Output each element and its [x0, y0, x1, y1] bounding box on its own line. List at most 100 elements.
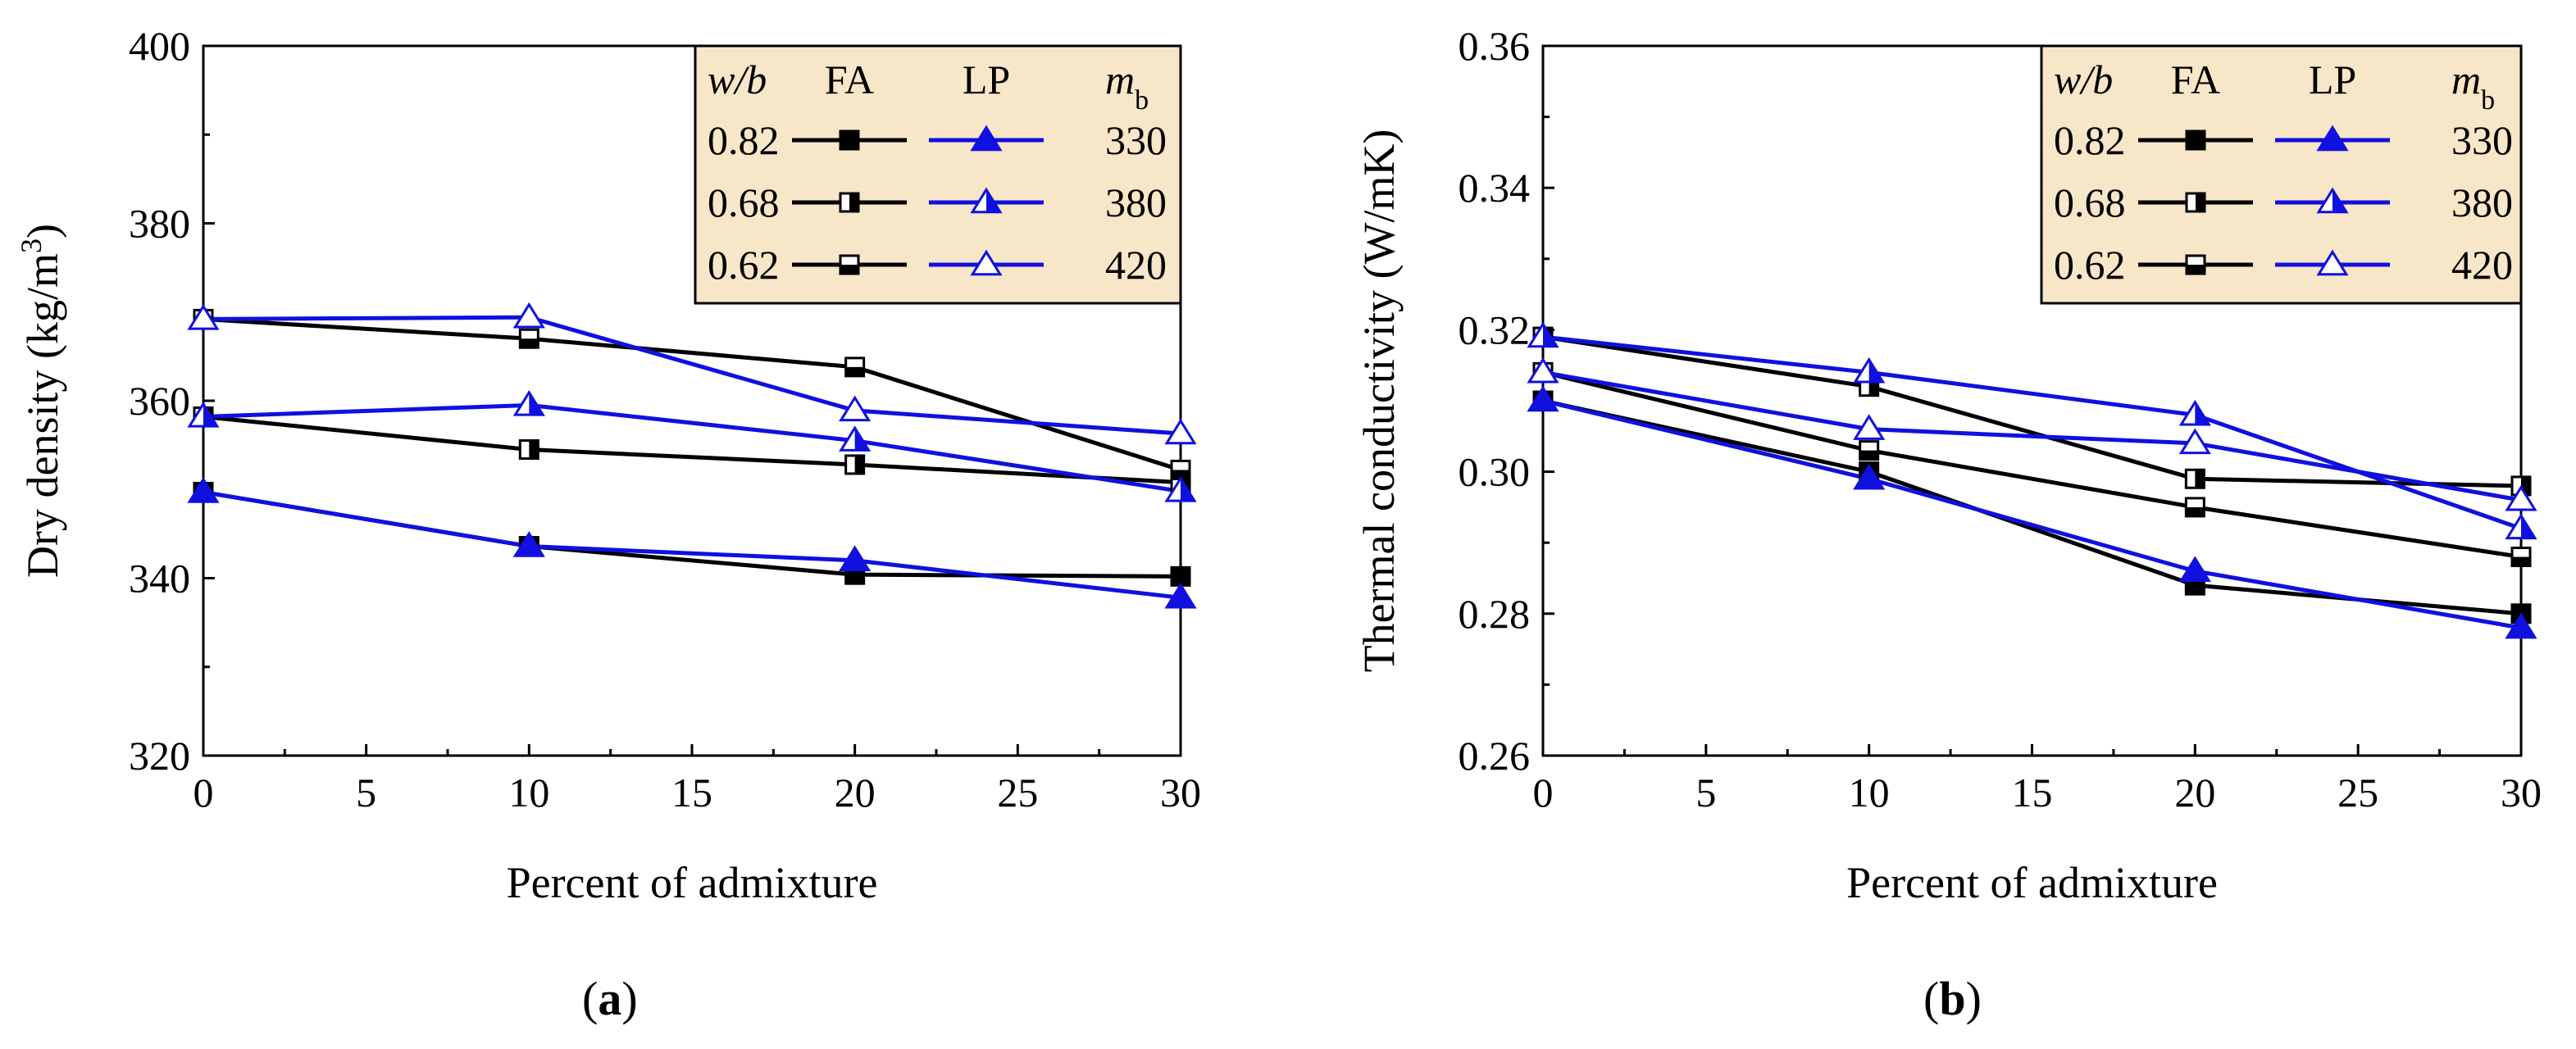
data-point-fill [1868, 359, 1883, 383]
data-point-shape [839, 395, 872, 422]
series-line [1542, 334, 2522, 488]
y-tick-label: 0.34 [1459, 165, 1531, 211]
legend-fa-marker [839, 254, 860, 275]
legend-lp-marker [970, 187, 1003, 214]
data-point [2510, 547, 2532, 568]
data-point [839, 545, 872, 572]
legend-lp-marker-shape [2316, 125, 2349, 152]
data-point-shape [1527, 385, 1559, 412]
y-tick-label: 0.32 [1459, 307, 1531, 352]
y-tick-label: 320 [129, 733, 190, 779]
data-point-fill [2521, 515, 2535, 538]
data-point-fill [1181, 473, 1190, 492]
y-tick-label: 0.30 [1459, 449, 1531, 495]
legend-row-wb: 0.62 [708, 242, 780, 288]
legend-fa-marker [2185, 192, 2206, 213]
legend-row-mb: 380 [1105, 179, 1167, 225]
legend-fa-marker-fill [2196, 193, 2205, 211]
data-point-fill [529, 392, 544, 416]
y-axis-title: Thermal conductivity (W/mK) [1354, 129, 1404, 673]
x-axis-title: Percent of admixture [507, 858, 878, 907]
data-point [844, 356, 866, 378]
data-point-fill [2186, 506, 2205, 516]
data-point [1527, 385, 1559, 412]
data-point [2505, 513, 2537, 540]
legend-row-wb: 0.82 [2054, 117, 2126, 163]
data-point-shape [512, 531, 545, 557]
data-point-fill [845, 366, 864, 376]
legend-lp-marker [2316, 125, 2349, 152]
x-tick-label: 0 [193, 770, 214, 815]
data-point-fill [529, 440, 539, 459]
legend-lp-marker-shape [970, 249, 1003, 276]
legend-fa-marker-fill [2187, 265, 2205, 274]
data-point-shape [2178, 428, 2211, 455]
data-point [1164, 475, 1197, 502]
data-point-shape [2178, 556, 2211, 583]
x-tick-label: 30 [1160, 770, 1201, 815]
data-point-shape [1853, 463, 1886, 490]
data-point-fill [203, 403, 217, 427]
data-point [1164, 418, 1197, 445]
series-line [203, 402, 1181, 493]
legend-header-wb: w/b [2054, 57, 2113, 102]
data-point-shape [839, 545, 872, 572]
legend-fa-marker-fill [849, 193, 858, 211]
y-tick-label: 0.26 [1459, 733, 1531, 779]
legend-header-fa: FA [825, 57, 874, 102]
data-point [1853, 414, 1886, 440]
legend-fa-marker [839, 192, 860, 213]
data-point [187, 477, 220, 503]
x-axis-title: Percent of admixture [1846, 858, 2218, 907]
data-point-shape [512, 302, 545, 329]
data-point-fill [1172, 470, 1190, 479]
data-point [187, 303, 220, 330]
y-tick-label: 0.28 [1459, 591, 1531, 637]
legend-row-mb: 380 [2451, 179, 2513, 225]
data-point-shape [187, 303, 220, 330]
legend-row-mb: 420 [2451, 242, 2513, 288]
legend-fa-marker-shape [839, 129, 860, 151]
data-point [2505, 484, 2537, 511]
legend-row-wb: 0.62 [2054, 242, 2126, 288]
data-point [187, 402, 220, 428]
data-point-shape [1527, 356, 1559, 384]
series-line [1542, 398, 2522, 630]
data-point [1164, 582, 1197, 609]
legend-row-mb: 330 [2451, 117, 2513, 163]
data-point-fill [1859, 450, 1878, 460]
series-line [203, 490, 1181, 579]
x-tick-label: 10 [1849, 770, 1890, 815]
legend-row-wb: 0.82 [708, 117, 780, 163]
data-point-fill [1181, 478, 1195, 502]
data-point [1853, 356, 1886, 384]
x-tick-label: 15 [2012, 770, 2053, 815]
y-tick-label: 360 [129, 378, 190, 424]
panel-label-b-letter: b [1939, 972, 1966, 1025]
data-point [839, 395, 872, 422]
data-point [2184, 468, 2205, 489]
series-line [203, 315, 1181, 436]
legend-lp-marker-shape [2316, 249, 2349, 276]
legend-box [694, 44, 1182, 305]
x-tick-label: 30 [2501, 770, 2542, 815]
data-point-shape [1164, 418, 1197, 445]
legend-header-fa: FA [2171, 57, 2220, 102]
data-point [2178, 556, 2211, 583]
x-tick-label: 20 [2174, 770, 2215, 815]
data-point [1527, 356, 1559, 384]
data-point [512, 389, 545, 416]
panel-label-a-letter: a [598, 972, 622, 1025]
x-tick-label: 0 [1533, 770, 1554, 815]
y-tick-label: 0.36 [1459, 23, 1531, 69]
chart-a: 0 5 10 15 20 25 30 320 340 360 380 400 Percent of ad… [15, 23, 1201, 907]
legend-lp-marker [970, 249, 1003, 276]
y-axis-title-superscript: 3 [15, 238, 48, 253]
data-point-shape [2505, 484, 2537, 511]
x-tick-label: 5 [1695, 770, 1716, 815]
data-point [839, 425, 872, 452]
legend-lp-marker [970, 125, 1003, 152]
